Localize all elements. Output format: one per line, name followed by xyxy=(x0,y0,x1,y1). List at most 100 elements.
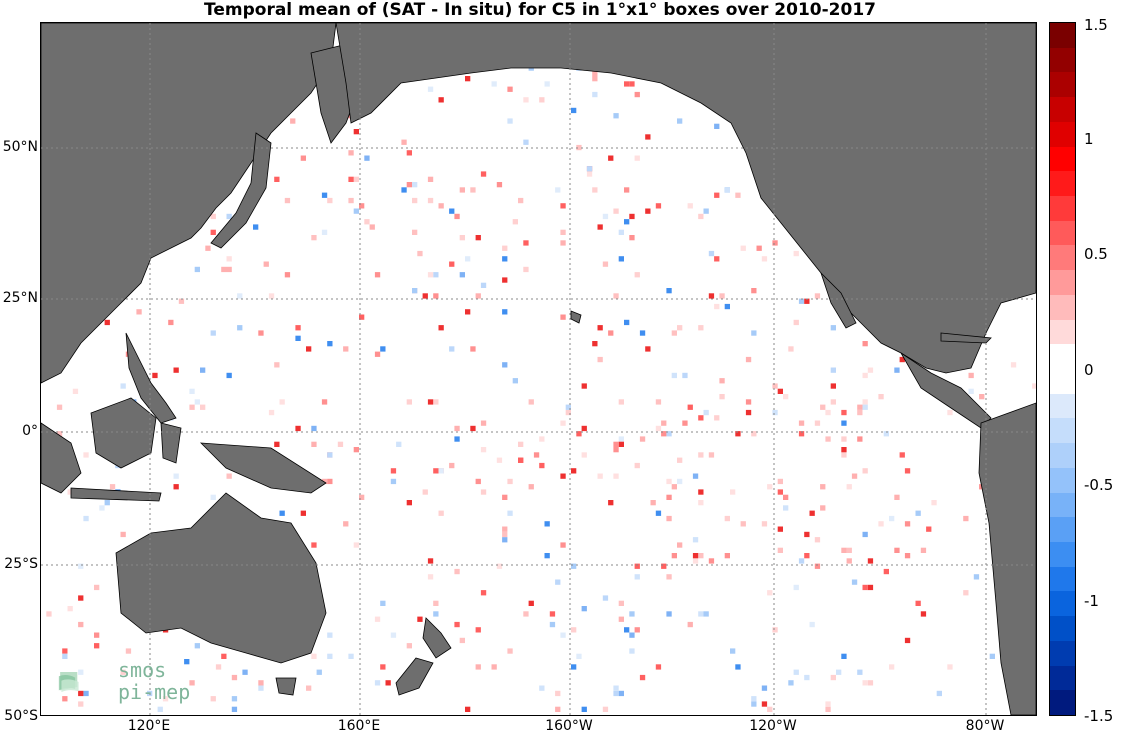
anomaly-cell xyxy=(263,261,269,267)
anomaly-cell xyxy=(788,346,794,352)
anomaly-cell xyxy=(968,372,974,379)
anomaly-cell xyxy=(454,425,460,432)
anomaly-cell xyxy=(825,701,831,707)
anomaly-cell xyxy=(459,187,465,193)
anomaly-cell xyxy=(931,500,937,506)
anomaly-cell xyxy=(740,521,746,527)
anomaly-cell xyxy=(348,150,354,156)
anomaly-cell xyxy=(544,553,550,559)
anomaly-cell xyxy=(343,521,349,527)
anomaly-cell xyxy=(422,293,428,299)
anomaly-cell xyxy=(899,452,905,458)
anomaly-cell xyxy=(226,266,232,273)
anomaly-cell xyxy=(502,494,508,500)
anomaly-cell xyxy=(576,653,582,659)
colorbar-segment xyxy=(1050,393,1075,419)
anomaly-cell xyxy=(576,431,582,437)
anomaly-cell xyxy=(221,266,227,273)
anomaly-cell xyxy=(708,558,715,564)
anomaly-cell xyxy=(798,431,805,437)
colorbar-segment xyxy=(1050,616,1075,642)
anomaly-cell xyxy=(311,653,317,659)
anomaly-cell xyxy=(560,229,566,235)
anomaly-cell xyxy=(751,288,757,294)
colorbar-segment xyxy=(1050,591,1075,617)
anomaly-cell xyxy=(364,155,370,161)
anomaly-cell xyxy=(67,489,73,495)
anomaly-cell xyxy=(438,97,444,103)
anomaly-cell xyxy=(523,97,529,103)
anomaly-cell xyxy=(613,690,619,697)
anomaly-cell xyxy=(549,621,556,628)
anomaly-cell xyxy=(523,266,529,273)
anomaly-cell xyxy=(353,129,359,135)
anomaly-cell xyxy=(539,685,545,691)
anomaly-cell xyxy=(555,187,561,193)
anomaly-cell xyxy=(549,611,556,617)
anomaly-cell xyxy=(809,621,815,628)
anomaly-cell xyxy=(714,303,720,310)
anomaly-cell xyxy=(597,224,603,230)
anomaly-cell xyxy=(751,701,757,707)
anomaly-cell xyxy=(210,494,216,500)
anomaly-cell xyxy=(703,611,709,617)
anomaly-cell xyxy=(560,632,566,638)
anomaly-cell xyxy=(677,118,683,124)
anomaly-cell xyxy=(645,134,651,140)
anomaly-cell xyxy=(480,420,487,426)
anomaly-cell xyxy=(597,325,603,331)
colorbar-segment xyxy=(1050,245,1075,271)
anomaly-cell xyxy=(846,547,852,553)
anomaly-cell xyxy=(353,176,359,182)
anomaly-cell xyxy=(592,91,598,98)
colorbar-segment xyxy=(1050,566,1075,592)
anomaly-cell xyxy=(83,452,89,458)
anomaly-cell xyxy=(306,685,312,691)
anomaly-cell xyxy=(290,118,296,124)
anomaly-cell xyxy=(608,500,614,506)
anomaly-cell xyxy=(555,690,561,697)
anomaly-cell xyxy=(565,409,571,416)
anomaly-cell xyxy=(692,473,699,479)
anomaly-cell xyxy=(735,192,741,198)
anomaly-cell xyxy=(629,648,635,654)
anomaly-cell xyxy=(586,171,593,177)
anomaly-cell xyxy=(528,484,534,490)
anomaly-cell xyxy=(767,590,773,596)
anomaly-cell xyxy=(809,510,815,516)
anomaly-cell xyxy=(459,637,465,644)
anomaly-cell xyxy=(629,632,635,638)
anomaly-cell xyxy=(449,261,455,267)
anomaly-cell xyxy=(714,192,720,198)
anomaly-cell xyxy=(602,261,609,267)
anomaly-cell xyxy=(613,293,619,299)
land-sumatra xyxy=(41,422,82,494)
lon-label-120w: 120°W xyxy=(749,718,797,734)
anomaly-cell xyxy=(200,367,206,373)
lon-label-160w: 160°W xyxy=(545,718,593,734)
anomaly-cell xyxy=(279,510,285,516)
anomaly-cell xyxy=(783,394,789,400)
map-panel[interactable] xyxy=(40,22,1037,716)
colorbar-segment xyxy=(1050,690,1075,716)
anomaly-cell xyxy=(862,531,868,538)
anomaly-cell xyxy=(862,399,868,405)
anomaly-cell xyxy=(772,409,778,416)
anomaly-cell xyxy=(311,425,317,432)
anomaly-cell xyxy=(454,568,460,575)
anomaly-cell xyxy=(804,553,810,559)
anomaly-cell xyxy=(841,653,847,659)
anomaly-cell xyxy=(926,526,932,532)
anomaly-cell xyxy=(189,404,195,410)
anomaly-cell xyxy=(735,431,741,437)
anomaly-cell xyxy=(480,171,487,177)
anomaly-cell xyxy=(889,664,895,670)
anomaly-cell xyxy=(173,484,179,490)
anomaly-cell xyxy=(761,256,768,262)
anomaly-cell xyxy=(433,468,439,474)
anomaly-cell xyxy=(268,409,275,416)
anomaly-cell xyxy=(433,600,439,606)
anomaly-cell xyxy=(963,515,969,522)
anomaly-cell xyxy=(168,319,174,326)
anomaly-cell xyxy=(348,197,354,204)
